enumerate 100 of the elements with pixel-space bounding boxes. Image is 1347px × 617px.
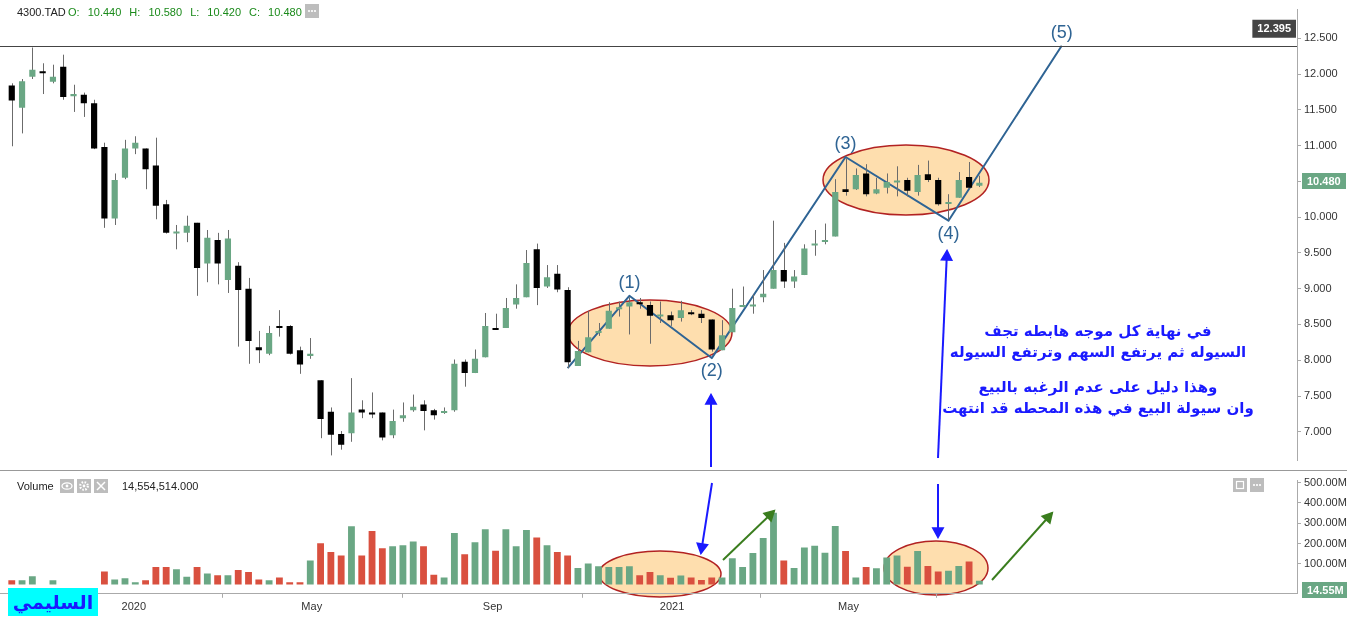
bar xyxy=(605,567,613,585)
bar xyxy=(677,575,685,585)
candlestick xyxy=(502,297,509,329)
candlestick xyxy=(348,377,355,443)
bar xyxy=(728,558,736,585)
bar xyxy=(481,529,489,585)
bar xyxy=(317,543,324,585)
y-tick-label: 7.500 xyxy=(1304,389,1332,402)
candlestick xyxy=(945,193,952,221)
bar xyxy=(945,570,952,585)
bar xyxy=(636,575,644,585)
candlestick xyxy=(657,301,664,324)
x-tick-label: May xyxy=(301,600,323,613)
candlestick xyxy=(399,401,407,423)
candlestick xyxy=(29,47,36,80)
bar xyxy=(842,551,849,585)
y-tick-label: 300.00M xyxy=(1304,516,1347,529)
candlestick xyxy=(368,391,376,419)
bar xyxy=(883,557,891,585)
bar xyxy=(564,555,572,585)
bar xyxy=(306,560,314,585)
candlestick xyxy=(646,301,654,345)
candlestick xyxy=(276,309,283,338)
candlestick xyxy=(718,319,726,351)
y-tick-label: 100.00M xyxy=(1304,556,1347,569)
bar xyxy=(574,567,582,585)
y-tick-label: 12.500 xyxy=(1304,31,1338,44)
bar xyxy=(348,526,355,585)
ref-line-label: 12.395 xyxy=(1257,21,1292,34)
bar xyxy=(234,569,242,585)
candlestick xyxy=(266,325,273,356)
bar xyxy=(862,567,870,585)
y-tick-label: 500.00M xyxy=(1304,475,1347,488)
candlestick xyxy=(626,296,633,335)
x-tick-label: May xyxy=(838,600,860,613)
y-tick-label: 200.00M xyxy=(1304,536,1347,549)
y-tick-label: 8.500 xyxy=(1304,317,1332,330)
annotation: في نهاية كل موجه هابطه تجف xyxy=(984,322,1212,340)
bar xyxy=(492,550,499,585)
bar xyxy=(873,568,880,585)
candlestick xyxy=(307,337,314,360)
candlestick xyxy=(914,164,921,197)
text: 14.55M xyxy=(1302,582,1347,598)
bar xyxy=(698,579,705,585)
bar xyxy=(100,571,108,585)
bar xyxy=(409,541,417,585)
x-tick-label: 2020 xyxy=(121,600,147,613)
candlestick xyxy=(183,215,190,243)
bar xyxy=(8,580,16,585)
y-tick-label: 11.500 xyxy=(1304,102,1337,115)
bar xyxy=(523,529,530,585)
candlestick xyxy=(39,62,46,95)
bar xyxy=(934,571,942,585)
chart-subtitle: 14,554,514.000 xyxy=(122,480,199,492)
bar xyxy=(739,567,747,585)
candlestick xyxy=(852,167,859,191)
x-tick-label: Sep xyxy=(482,600,503,613)
candlestick xyxy=(513,283,520,310)
bar xyxy=(811,545,819,585)
y-tick-label: 9.000 xyxy=(1304,281,1332,294)
bar xyxy=(173,569,180,585)
candlestick xyxy=(554,264,561,293)
candlestick xyxy=(173,224,180,250)
candlestick xyxy=(893,165,901,197)
bar xyxy=(708,577,716,585)
annotation: (1) xyxy=(618,271,641,292)
bar xyxy=(152,567,160,585)
candlestick xyxy=(543,264,551,289)
bar xyxy=(440,577,448,585)
candlestick xyxy=(605,301,612,330)
annotation: وهذا دليل على عدم الرغبه بالبيع xyxy=(978,378,1218,396)
bar xyxy=(214,575,222,585)
bar xyxy=(378,548,386,585)
bar xyxy=(162,567,170,585)
bar xyxy=(780,560,788,585)
bar xyxy=(111,579,119,585)
y-tick-label: 8.000 xyxy=(1304,353,1332,366)
annotation: (2) xyxy=(700,360,723,381)
y-tick-label: 400.00M xyxy=(1304,495,1347,508)
candlestick xyxy=(296,346,304,375)
candlestick xyxy=(863,163,870,197)
candlestick xyxy=(461,359,468,388)
bar xyxy=(625,566,633,585)
candlestick xyxy=(327,406,334,456)
annotation: وان سيولة البيع في هذه المحطه قد انتهت xyxy=(942,399,1254,417)
bar xyxy=(759,537,767,585)
candlestick xyxy=(574,340,581,367)
y-tick-label: 9.500 xyxy=(1304,245,1332,258)
bar xyxy=(512,546,520,585)
bar xyxy=(924,565,932,585)
candlestick xyxy=(142,147,149,190)
bar xyxy=(656,575,664,585)
y-tick-label: 12.000 xyxy=(1304,67,1338,80)
bar xyxy=(275,577,283,585)
candlestick xyxy=(677,300,684,323)
chart-subtitle: O: 10.440 H: 10.580 L: 10.420 C: 10.480 xyxy=(68,6,302,18)
y-tick-label: 10.000 xyxy=(1304,210,1338,223)
candlestick xyxy=(811,229,818,257)
bar xyxy=(203,573,211,585)
annotation: (5) xyxy=(1050,21,1073,42)
